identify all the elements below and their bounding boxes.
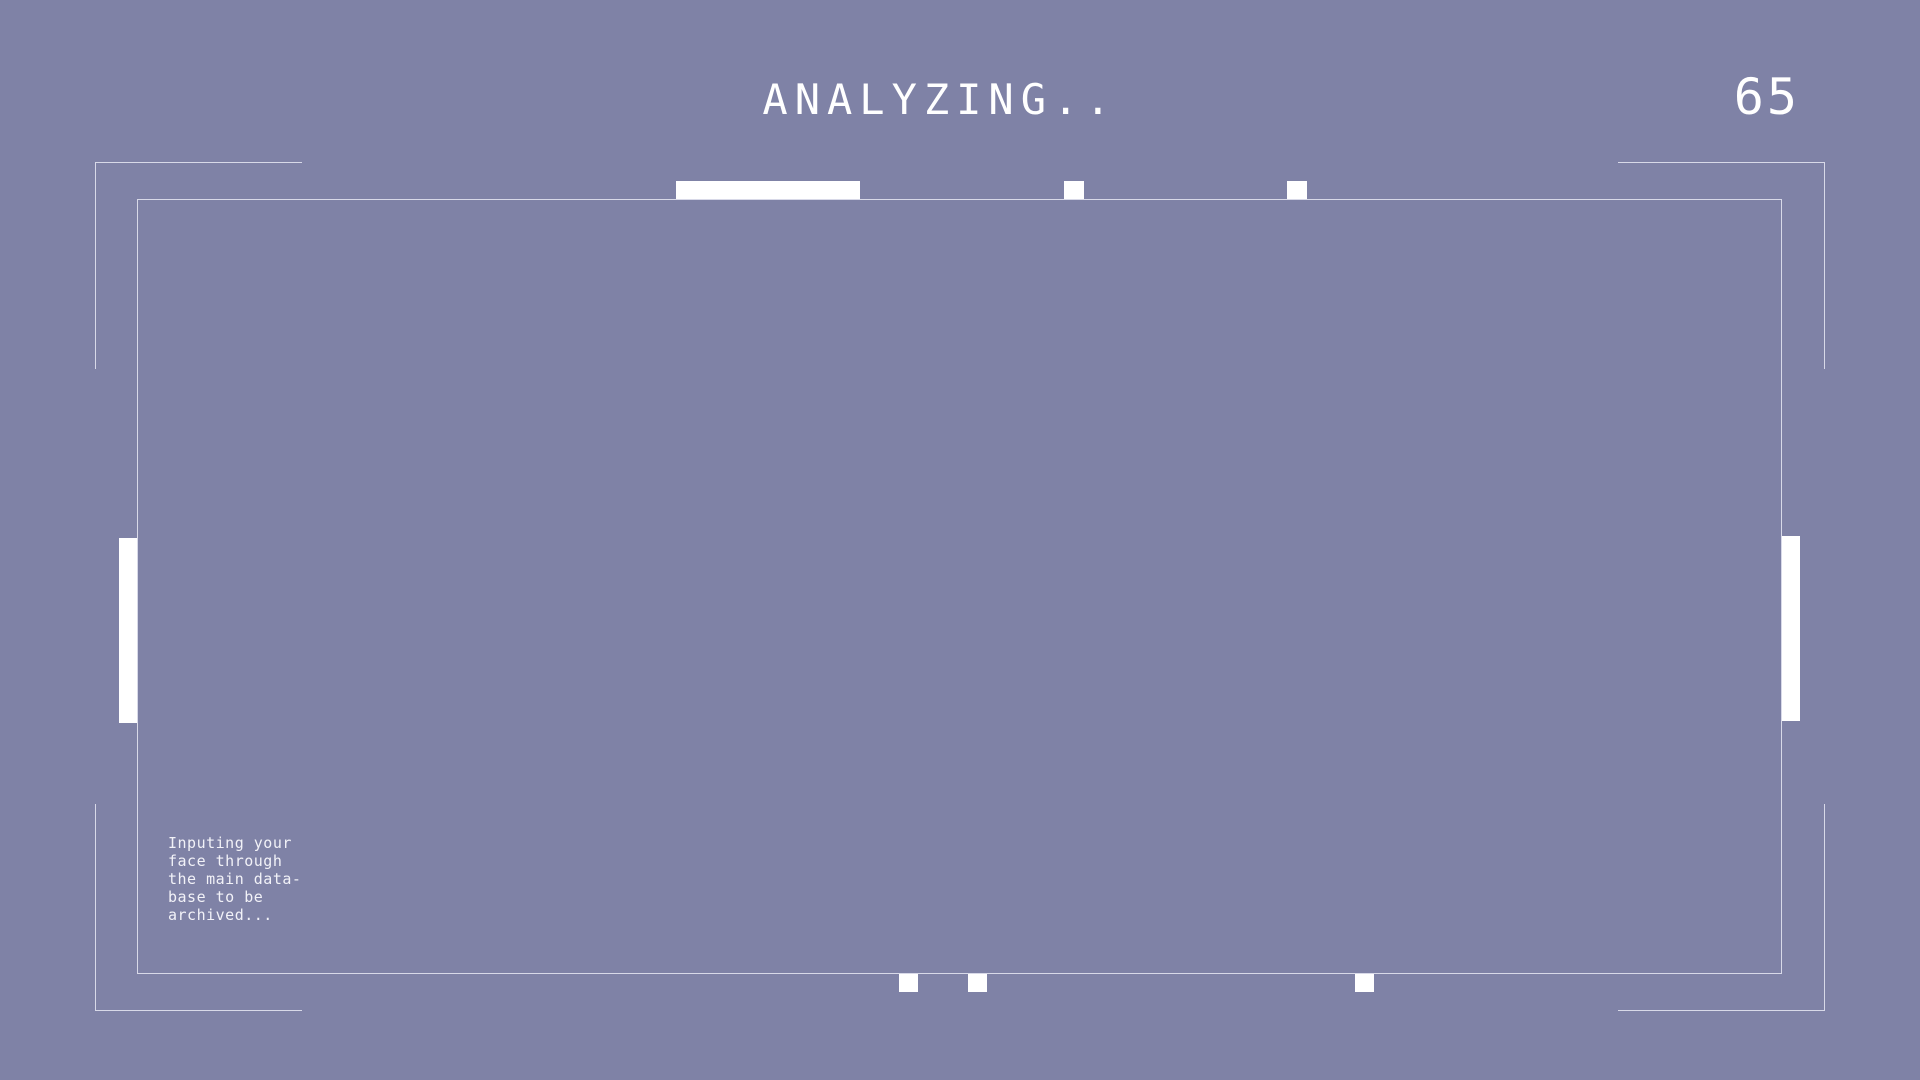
status-title: ANALYZING..: [762, 75, 1118, 124]
corner-bracket-top-left: [95, 162, 302, 369]
corner-bracket-bottom-right: [1618, 804, 1825, 1011]
status-caption: Inputing your face through the main data…: [168, 834, 302, 924]
progress-counter: 65: [1733, 68, 1800, 126]
bottom-tick-small: [899, 974, 918, 992]
top-tick-small: [1064, 181, 1084, 199]
bottom-tick-small: [968, 974, 987, 992]
corner-bracket-bottom-left: [95, 804, 302, 1011]
bottom-tick-small: [1355, 974, 1374, 992]
top-tick-small: [1287, 181, 1307, 199]
right-side-tick: [1782, 536, 1800, 721]
corner-bracket-top-right: [1618, 162, 1825, 369]
top-tick-wide: [676, 181, 860, 199]
left-side-tick: [119, 538, 137, 723]
scan-frame: [137, 199, 1782, 974]
